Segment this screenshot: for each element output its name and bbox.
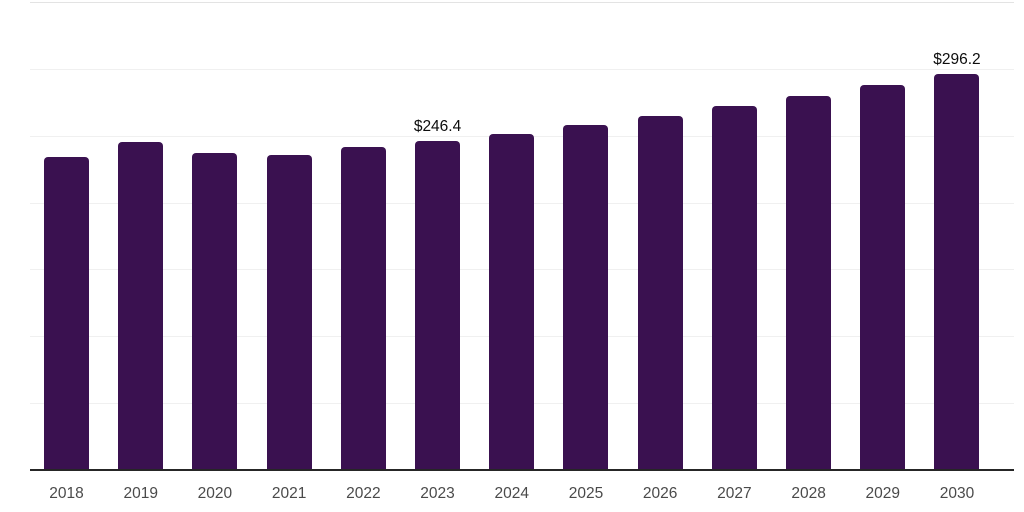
value-label-2023: $246.4	[413, 117, 462, 135]
x-tick-2023: 2023	[420, 485, 455, 502]
bar-2020	[192, 153, 238, 470]
bar-2026	[637, 115, 683, 470]
bar-2029	[860, 85, 906, 470]
bar-2019	[118, 141, 164, 470]
x-tick-2020: 2020	[197, 485, 233, 502]
bar-2027	[711, 106, 757, 470]
bar-2028	[786, 96, 832, 470]
bar-2030	[934, 73, 980, 470]
bar-2024	[489, 133, 535, 470]
x-tick-2030: 2030	[939, 485, 975, 502]
bar-2023	[415, 140, 461, 470]
bar-2022	[340, 147, 386, 470]
x-tick-2027: 2027	[717, 485, 752, 502]
x-tick-2028: 2028	[791, 485, 826, 502]
gridline-350	[30, 2, 1014, 3]
bar-2018	[44, 157, 89, 470]
x-tick-2018: 2018	[49, 485, 84, 502]
x-axis-line	[30, 469, 1014, 471]
x-tick-2025: 2025	[568, 485, 604, 502]
gridline-300	[30, 68, 1014, 70]
x-tick-2024: 2024	[494, 485, 529, 502]
x-tick-2022: 2022	[346, 485, 381, 502]
x-tick-2019: 2019	[123, 485, 158, 502]
x-tick-2026: 2026	[642, 485, 678, 502]
x-tick-2021: 2021	[271, 485, 307, 502]
value-label-2030: $296.2	[933, 50, 981, 68]
x-tick-2029: 2029	[865, 485, 901, 502]
bar-2025	[563, 124, 609, 470]
bar-2021	[266, 154, 312, 470]
